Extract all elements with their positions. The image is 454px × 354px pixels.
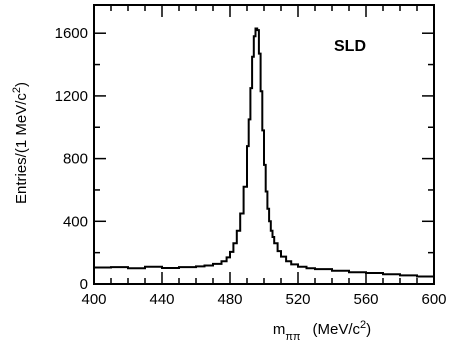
- y-axis-title: Entries/(1 MeV/c2): [11, 82, 30, 204]
- x-tick-label: 520: [285, 291, 310, 308]
- x-tick-label: 600: [421, 291, 446, 308]
- y-axis-close: ): [13, 82, 30, 87]
- experiment-label: SLD: [334, 38, 366, 55]
- y-tick-label: 400: [63, 213, 88, 230]
- y-axis-sup: 2: [11, 87, 23, 93]
- histogram-series-0: [94, 27, 435, 278]
- x-tick-label: 480: [217, 291, 242, 308]
- y-tick-label: 0: [80, 276, 88, 293]
- x-axis-unit-sup: 2: [360, 319, 366, 331]
- x-tick-label: 400: [81, 291, 106, 308]
- x-tick-label: 440: [149, 291, 174, 308]
- y-axis-ticks: 0 400 800 1200 1600: [55, 25, 434, 293]
- x-axis-ticks: 400 440 480 520 560 600: [81, 5, 447, 308]
- y-tick-label: 800: [63, 151, 88, 168]
- plot-area: [93, 4, 435, 285]
- x-axis-subscript: ππ: [285, 331, 301, 343]
- y-tick-label: 1200: [55, 88, 88, 105]
- x-axis-unit-close: ): [366, 321, 371, 338]
- x-axis-title: mππ (MeV/c2): [273, 319, 371, 343]
- y-tick-label: 1600: [55, 25, 88, 42]
- x-axis-unit-open: (MeV/c: [313, 321, 361, 338]
- y-axis-main: Entries/(1 MeV/c: [13, 93, 30, 204]
- x-axis-symbol: m: [273, 321, 286, 338]
- x-tick-label: 560: [353, 291, 378, 308]
